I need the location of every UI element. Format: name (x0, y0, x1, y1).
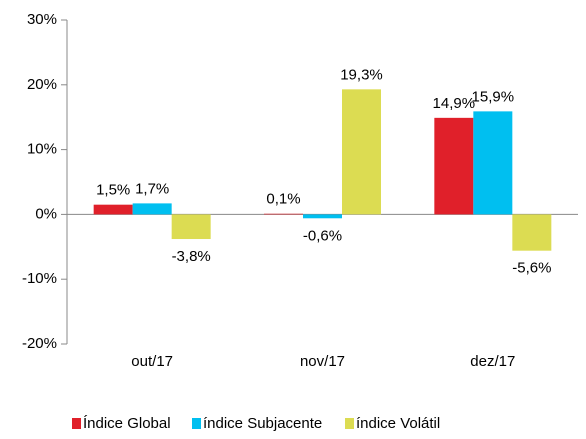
bar (264, 213, 303, 215)
value-label: -5,6% (512, 260, 551, 277)
bar (171, 214, 211, 240)
bar (132, 203, 172, 215)
bar (303, 214, 342, 219)
bar (342, 89, 381, 215)
value-label: 1,7% (135, 180, 169, 197)
value-label: -3,8% (172, 248, 211, 265)
x-tick-label: dez/17 (470, 353, 515, 370)
value-label: 0,1% (266, 191, 300, 208)
value-label: 14,9% (433, 95, 476, 112)
bar (434, 117, 474, 215)
value-label: 19,3% (340, 66, 383, 83)
x-tick-label: nov/17 (300, 353, 345, 370)
value-label: 1,5% (96, 182, 130, 199)
x-tick-label: out/17 (131, 353, 173, 370)
bar (512, 214, 552, 251)
value-label: -0,6% (303, 227, 342, 244)
legend-label: Índice Global (83, 415, 171, 432)
legend-marker (72, 418, 81, 429)
bar (473, 111, 513, 215)
legend-marker (192, 418, 201, 429)
legend-marker (345, 418, 354, 429)
y-tick-label: -20% (22, 335, 57, 352)
legend-label: índice Volátil (356, 415, 440, 432)
y-tick-label: -10% (22, 270, 57, 287)
value-label: 15,9% (472, 88, 515, 105)
y-tick-label: 20% (27, 76, 57, 93)
legend-label: índice Subjacente (203, 415, 322, 432)
bar (93, 204, 133, 215)
y-tick-label: 30% (27, 11, 57, 28)
y-tick-label: 10% (27, 141, 57, 158)
y-tick-label: 0% (35, 205, 57, 222)
